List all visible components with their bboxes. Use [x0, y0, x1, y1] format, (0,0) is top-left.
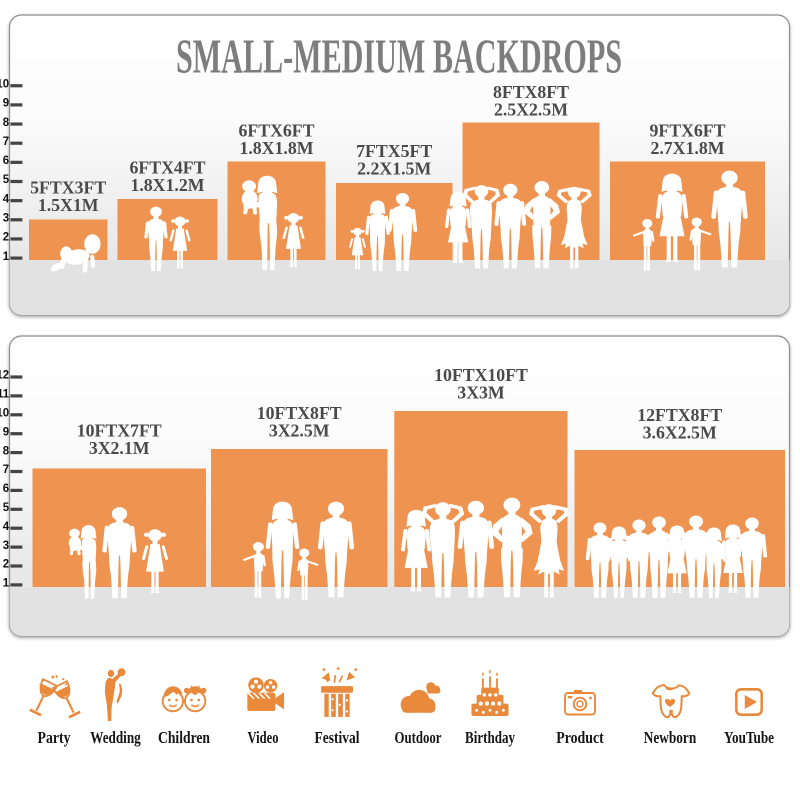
svg-text:Festival: Festival	[315, 728, 360, 747]
svg-text:Children: Children	[158, 728, 210, 747]
svg-text:1: 1	[3, 251, 10, 263]
svg-text:1: 1	[3, 578, 10, 590]
svg-text:6: 6	[3, 483, 9, 495]
svg-text:3X2.5M: 3X2.5M	[269, 421, 330, 441]
svg-text:SMALL-MEDIUM BACKDROPS: SMALL-MEDIUM BACKDROPS	[176, 29, 622, 84]
svg-text:Product: Product	[556, 728, 604, 747]
svg-text:6FTX4FT: 6FTX4FT	[129, 158, 205, 178]
svg-text:7FTX5FT: 7FTX5FT	[356, 141, 432, 161]
svg-text:2: 2	[3, 232, 9, 244]
svg-text:9: 9	[3, 426, 9, 438]
svg-text:YouTube: YouTube	[724, 728, 774, 747]
svg-text:Video: Video	[248, 728, 279, 747]
svg-text:4: 4	[3, 193, 10, 205]
svg-text:12FTX8FT: 12FTX8FT	[637, 405, 722, 425]
svg-text:7: 7	[3, 136, 9, 148]
svg-text:Birthday: Birthday	[465, 728, 516, 747]
svg-text:10FTX8FT: 10FTX8FT	[257, 403, 342, 423]
svg-text:11: 11	[0, 389, 10, 401]
svg-text:10: 10	[0, 78, 9, 90]
svg-text:10FTX10FT: 10FTX10FT	[434, 365, 528, 385]
svg-text:3X2.1M: 3X2.1M	[89, 438, 150, 458]
svg-text:3: 3	[3, 213, 9, 225]
svg-text:7: 7	[3, 464, 9, 476]
svg-text:10: 10	[0, 408, 9, 420]
svg-text:6FTX6FT: 6FTX6FT	[238, 121, 314, 141]
svg-text:9FTX6FT: 9FTX6FT	[649, 121, 725, 141]
svg-text:3.6X2.5M: 3.6X2.5M	[643, 423, 717, 443]
svg-text:8: 8	[3, 117, 10, 129]
svg-text:8: 8	[3, 445, 10, 457]
svg-text:6: 6	[3, 155, 9, 167]
svg-text:2.2X1.5M: 2.2X1.5M	[357, 159, 431, 179]
svg-text:Wedding: Wedding	[90, 728, 141, 747]
svg-text:Party: Party	[38, 728, 72, 747]
svg-text:1.8X1.2M: 1.8X1.2M	[130, 175, 204, 195]
svg-text:12: 12	[0, 370, 9, 382]
svg-text:2: 2	[3, 559, 9, 571]
svg-text:9: 9	[3, 98, 9, 110]
svg-text:4: 4	[3, 521, 10, 533]
svg-text:3X3M: 3X3M	[457, 383, 505, 403]
svg-text:2.7X1.8M: 2.7X1.8M	[650, 138, 724, 158]
svg-text:5: 5	[3, 174, 10, 186]
svg-text:2.5X2.5M: 2.5X2.5M	[494, 100, 568, 120]
svg-text:Outdoor: Outdoor	[395, 728, 442, 747]
svg-text:8FTX8FT: 8FTX8FT	[493, 82, 569, 102]
svg-text:1.8X1.8M: 1.8X1.8M	[239, 138, 313, 158]
svg-text:1.5X1M: 1.5X1M	[38, 195, 99, 215]
svg-text:5: 5	[3, 502, 10, 514]
svg-text:5FTX3FT: 5FTX3FT	[30, 178, 106, 198]
svg-text:10FTX7FT: 10FTX7FT	[77, 421, 162, 441]
svg-text:3: 3	[3, 540, 9, 552]
svg-text:Newborn: Newborn	[644, 728, 697, 747]
